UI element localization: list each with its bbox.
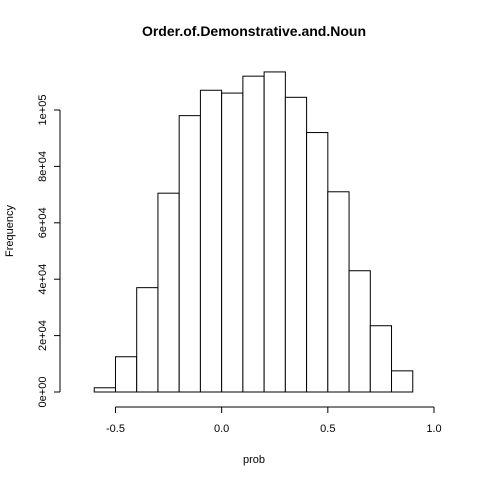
y-tick-label: 0e+00 (37, 377, 49, 408)
histogram-bar (391, 370, 414, 393)
histogram-bar (242, 75, 265, 393)
histogram-bar (178, 115, 201, 393)
histogram-bar (263, 71, 286, 393)
x-tick-label: 1.0 (426, 423, 441, 435)
x-tick-label: -0.5 (106, 423, 125, 435)
y-tick-label: 6e+04 (37, 207, 49, 238)
histogram-bar (136, 287, 159, 393)
x-axis-label: prob (243, 454, 265, 466)
bars-group (93, 71, 414, 393)
histogram-bar (284, 96, 308, 393)
y-tick-label: 2e+04 (37, 320, 49, 351)
chart-title: Order.of.Demonstrative.and.Noun (142, 23, 366, 39)
y-axis-label: Frequency (4, 205, 16, 257)
y-tick-label: 1e+05 (37, 95, 49, 126)
y-tick-label: 4e+04 (37, 264, 49, 295)
histogram-bar (221, 92, 244, 393)
histogram-bar (93, 387, 116, 393)
histogram-bar (348, 270, 371, 393)
histogram-bar (327, 191, 350, 393)
y-axis: 0e+00 2e+04 4e+04 6e+04 8e+04 1e+05 (37, 95, 61, 408)
histogram-bar (199, 89, 223, 393)
x-tick-label: 0.0 (214, 423, 229, 435)
y-tick-label: 8e+04 (37, 151, 49, 182)
histogram-bar (369, 325, 393, 393)
x-axis: -0.5 0.0 0.5 1.0 (106, 406, 442, 435)
histogram-bar (114, 356, 138, 393)
histogram-bar (306, 132, 329, 393)
x-tick-label: 0.5 (320, 423, 335, 435)
histogram-bar (157, 192, 180, 393)
